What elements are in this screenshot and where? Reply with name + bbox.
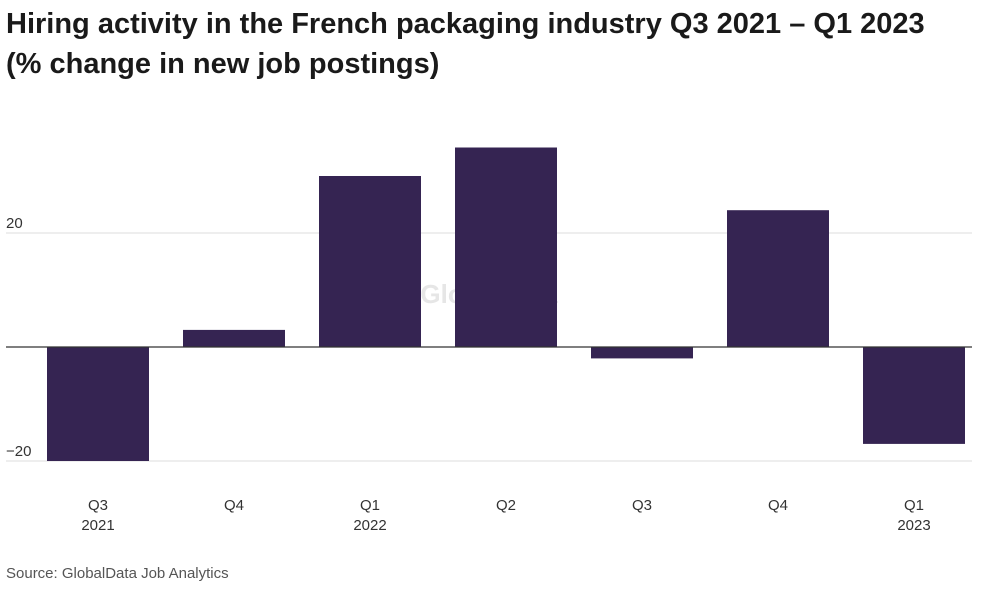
bar-1 [183,329,285,347]
x-tick-label-2: Q1 2022 [353,497,386,534]
bar-3 [455,147,557,347]
y-tick-label-0: 20 [6,215,23,232]
y-tick-label-2: −20 [6,443,31,460]
bar-5 [727,210,829,347]
bar-2 [319,176,421,347]
chart-title-line-2: (% change in new job postings) [6,48,440,80]
x-tick-label-1: Q4 [224,497,244,514]
chart-title-line-1: Hiring activity in the French packaging … [6,8,925,40]
x-tick-label-5: Q4 [768,497,788,514]
x-tick-label-4: Q3 [632,497,652,514]
x-tick-label-0: Q3 2021 [81,497,114,534]
bar-4 [591,347,693,359]
bar-6 [863,347,965,444]
bars [47,147,965,461]
x-tick-labels: Q3 2021 Q4 Q1 2022 Q2 Q3 Q4 Q1 2023 [81,497,930,534]
x-tick-label-6: Q1 2023 [897,497,930,534]
source-note: Source: GlobalData Job Analytics [6,565,229,582]
x-tick-label-3: Q2 [496,497,516,514]
bar-0 [47,347,149,461]
bar-chart: GlobalData 20−20 Q32021Q4Q12022Q2Q3Q4Q12… [6,147,972,534]
chart-title: Hiring activity in the French packaging … [6,4,981,84]
y-tick-labels: 20 −20 [6,215,31,460]
